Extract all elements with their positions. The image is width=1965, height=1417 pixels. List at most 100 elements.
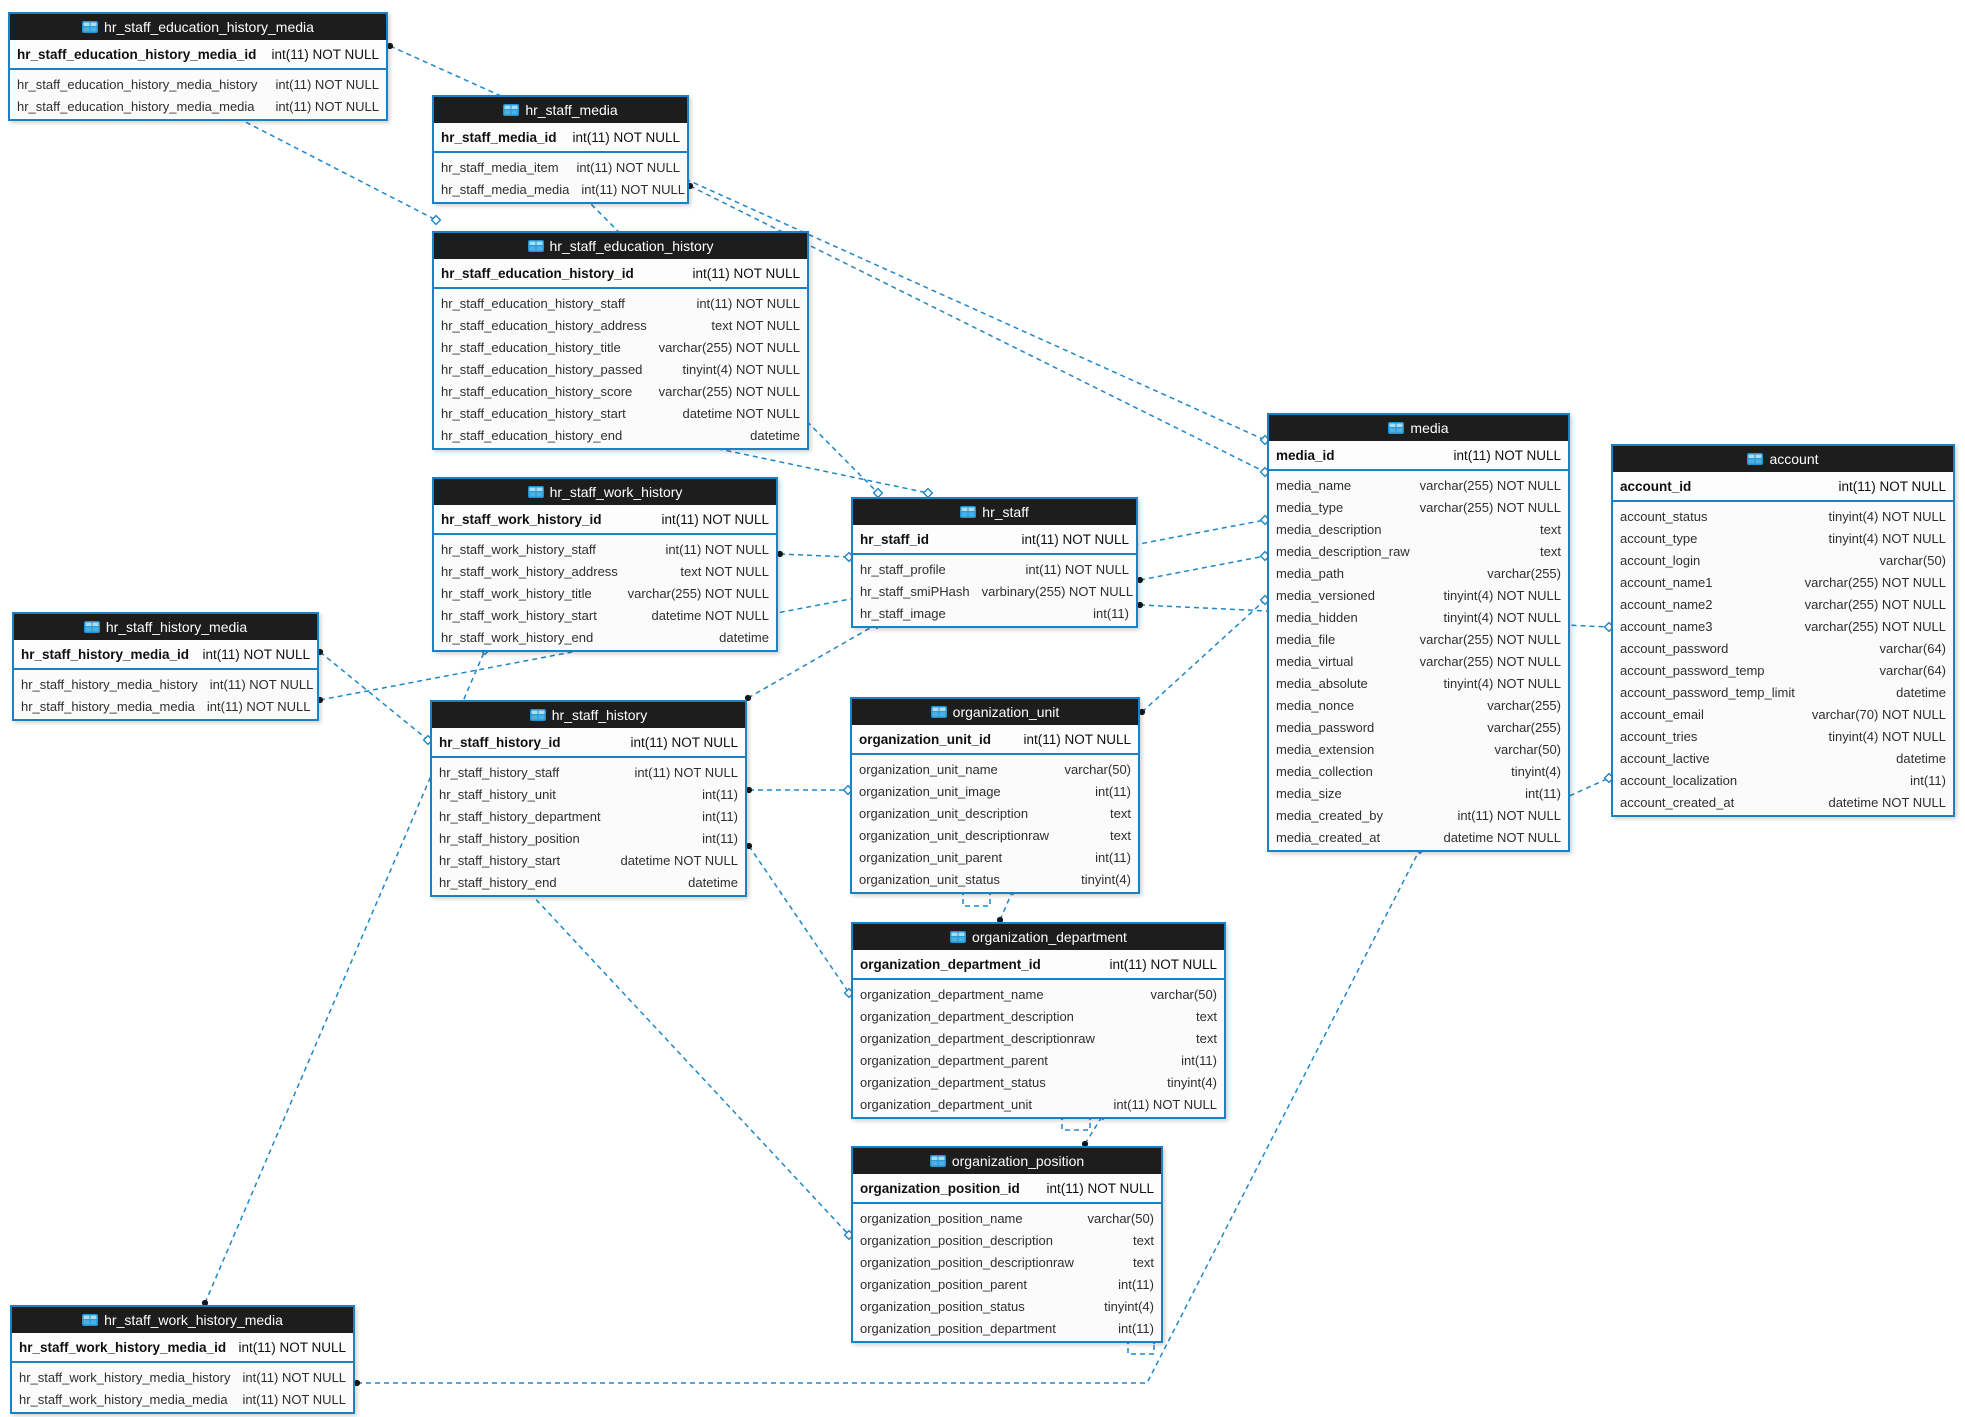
relationship-hr_staff_media-to-media[interactable]	[689, 185, 1266, 473]
primary-key-row: hr_staff_media_id int(11) NOT NULL	[434, 123, 687, 153]
table-header[interactable]: hr_staff_media	[434, 97, 687, 123]
column-name: organization_unit_descriptionraw	[859, 827, 1050, 843]
column-row: organization_unit_parent int(11)	[852, 846, 1138, 868]
relationship-hr_staff_history-to-hr_staff[interactable]	[747, 623, 878, 699]
table-header[interactable]: hr_staff	[853, 499, 1136, 525]
column-name: organization_unit_image	[859, 783, 1001, 799]
relationship-organization_unit-to-organization_unit[interactable]	[962, 890, 991, 907]
relationship-hr_staff_work_history_media-to-hr_staff_work_history[interactable]	[204, 649, 486, 1304]
relationship-hr_staff_history-to-organization_position[interactable]	[529, 892, 850, 1236]
table-hr_staff_education_history_media[interactable]: hr_staff_education_history_media hr_staff…	[8, 12, 388, 121]
column-row: organization_department_name varchar(50)	[853, 983, 1224, 1005]
table-header[interactable]: hr_staff_education_history	[434, 233, 807, 259]
column-row: hr_staff_history_unit int(11)	[432, 783, 745, 805]
column-name: hr_staff_work_history_start	[441, 607, 597, 623]
column-row: account_password_temp_limit datetime	[1613, 681, 1953, 703]
column-name: account_created_at	[1620, 794, 1735, 810]
column-row: organization_department_status tinyint(4)	[853, 1071, 1224, 1093]
relationship-hr_staff-to-media[interactable]	[1139, 555, 1266, 581]
column-type: varchar(255) NOT NULL	[1419, 499, 1561, 515]
table-media[interactable]: media media_id int(11) NOT NULL media_name v…	[1267, 413, 1570, 852]
column-row: account_password varchar(64)	[1613, 637, 1953, 659]
column-row: hr_staff_education_history_title varchar(…	[434, 336, 807, 358]
relationship-organization_position-to-organization_position[interactable]	[1127, 1339, 1155, 1355]
column-row: hr_staff_history_staff int(11) NOT NULL	[432, 761, 745, 783]
relationship-organization_department-to-organization_department[interactable]	[1061, 1115, 1091, 1131]
table-columns: account_status tinyint(4) NOT NULL account…	[1613, 502, 1953, 815]
column-name: organization_department_description	[860, 1008, 1074, 1024]
column-name: media_virtual	[1276, 653, 1354, 669]
relationship-organization_unit-to-media[interactable]	[1141, 599, 1266, 713]
relationship-hr_staff_history_media-to-hr_staff_history[interactable]	[319, 651, 429, 741]
table-title: hr_staff_education_history	[549, 238, 714, 254]
table-grid-icon	[1747, 453, 1764, 465]
column-type: int(11) NOT NULL	[242, 1369, 347, 1385]
table-title: hr_staff_history_media	[105, 619, 248, 635]
table-header[interactable]: hr_staff_education_history_media	[10, 14, 386, 40]
relationship-many-end-dot	[744, 694, 752, 702]
relationship-organization_position-to-organization_department[interactable]	[1084, 1114, 1104, 1145]
table-header[interactable]: organization_department	[853, 924, 1224, 950]
table-header[interactable]: hr_staff_work_history	[434, 479, 776, 505]
table-title: hr_staff_work_history_media	[104, 1312, 283, 1328]
column-name: media_password	[1276, 719, 1375, 735]
table-organization_unit[interactable]: organization_unit organization_unit_id int…	[850, 697, 1140, 894]
table-columns: hr_staff_work_history_media_history int(1…	[12, 1363, 353, 1412]
relationship-hr_staff_work_history_media-to-media[interactable]	[357, 848, 1421, 1384]
table-header[interactable]: organization_position	[853, 1148, 1161, 1174]
column-name: media_size	[1276, 785, 1342, 801]
column-row: hr_staff_work_history_staff int(11) NOT N…	[434, 538, 776, 560]
table-account[interactable]: account account_id int(11) NOT NULL account…	[1611, 444, 1955, 817]
column-row: organization_unit_image int(11)	[852, 780, 1138, 802]
table-header[interactable]: organization_unit	[852, 699, 1138, 725]
table-header[interactable]: media	[1269, 415, 1568, 441]
column-type: int(11) NOT NULL	[692, 265, 800, 281]
relationship-hr_staff_history-to-organization_department[interactable]	[748, 845, 850, 994]
relationship-hr_staff_education_history_media-to-media[interactable]	[389, 45, 1266, 441]
relationship-hr_staff_education_history-to-hr_staff[interactable]	[699, 444, 929, 494]
column-row: organization_department_unit int(11) NOT …	[853, 1093, 1224, 1115]
column-type: int(11)	[1093, 605, 1129, 621]
primary-key-row: organization_department_id int(11) NOT NU…	[853, 950, 1224, 980]
relationship-hr_staff_education_history_media-to-hr_staff_education_history[interactable]	[229, 113, 437, 221]
table-organization_department[interactable]: organization_department organization_depa…	[851, 922, 1226, 1119]
table-hr_staff_education_history[interactable]: hr_staff_education_history hr_staff_educa…	[432, 231, 809, 450]
primary-key-row: hr_staff_work_history_media_id int(11) NO…	[12, 1333, 353, 1363]
column-row: hr_staff_media_media int(11) NOT NULL	[434, 178, 687, 200]
column-name: organization_department_parent	[860, 1052, 1048, 1068]
column-row: media_type varchar(255) NOT NULL	[1269, 496, 1568, 518]
table-header[interactable]: hr_staff_work_history_media	[12, 1307, 353, 1333]
table-organization_position[interactable]: organization_position organization_positi…	[851, 1146, 1163, 1343]
relationship-organization_department-to-organization_unit[interactable]	[999, 889, 1014, 921]
column-name: hr_staff_profile	[860, 561, 946, 577]
column-name: organization_position_id	[860, 1180, 1020, 1196]
table-header[interactable]: hr_staff_history_media	[14, 614, 317, 640]
column-name: hr_staff_education_history_score	[441, 383, 633, 399]
column-type: tinyint(4)	[1511, 763, 1561, 779]
table-hr_staff_work_history_media[interactable]: hr_staff_work_history_media hr_staff_work…	[10, 1305, 355, 1414]
column-row: organization_position_name varchar(50)	[853, 1207, 1161, 1229]
column-row: hr_staff_work_history_address text NOT NU…	[434, 560, 776, 582]
table-hr_staff[interactable]: hr_staff hr_staff_id int(11) NOT NULL hr_st…	[851, 497, 1138, 628]
column-row: account_name3 varchar(255) NOT NULL	[1613, 615, 1953, 637]
table-hr_staff_media[interactable]: hr_staff_media hr_staff_media_id int(11) N…	[432, 95, 689, 204]
column-type: text	[1540, 521, 1561, 537]
table-hr_staff_history_media[interactable]: hr_staff_history_media hr_staff_history_m…	[12, 612, 319, 721]
column-type: varchar(255)	[1487, 719, 1561, 735]
column-name: media_file	[1276, 631, 1336, 647]
column-name: hr_staff_education_history_start	[441, 405, 626, 421]
table-grid-icon	[83, 621, 100, 633]
relationship-hr_staff_work_history-to-hr_staff[interactable]	[779, 553, 850, 558]
table-hr_staff_work_history[interactable]: hr_staff_work_history hr_staff_work_histo…	[432, 477, 778, 652]
column-type: int(11)	[1118, 1276, 1154, 1292]
column-row: organization_unit_description text	[852, 802, 1138, 824]
column-type: int(11) NOT NULL	[271, 46, 379, 62]
table-header[interactable]: account	[1613, 446, 1953, 472]
column-row: organization_position_parent int(11)	[853, 1273, 1161, 1295]
table-header[interactable]: hr_staff_history	[432, 702, 745, 728]
column-type: int(11) NOT NULL	[206, 698, 311, 714]
column-type: tinyint(4) NOT NULL	[1828, 508, 1946, 524]
relationship-many-end-dot	[386, 42, 394, 50]
table-hr_staff_history[interactable]: hr_staff_history hr_staff_history_id int(1…	[430, 700, 747, 897]
column-name: media_created_by	[1276, 807, 1383, 823]
